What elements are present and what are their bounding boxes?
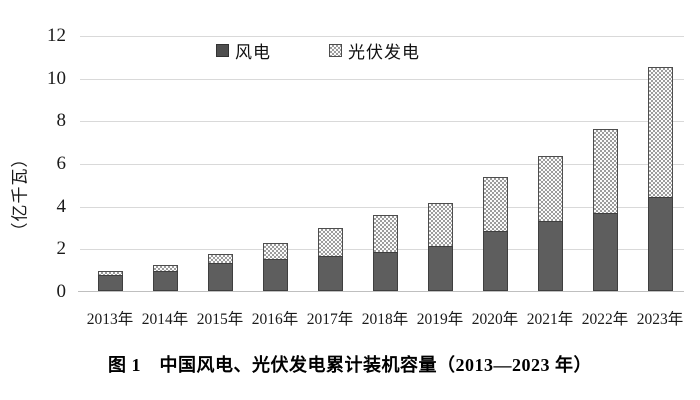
x-tick-label-2016年: 2016年 <box>251 311 299 328</box>
bar-2014年 <box>152 264 178 291</box>
bar-2021年 <box>537 155 563 291</box>
y-tick-label-10: 10 <box>47 67 66 89</box>
bar-segment-solar-2020年 <box>482 176 508 231</box>
bar-segment-wind-2017年 <box>317 256 343 291</box>
bar-segment-wind-2016年 <box>262 259 288 291</box>
solar-legend-marker-icon <box>329 44 342 57</box>
gridline-y-12 <box>80 36 684 37</box>
bar-segment-solar-2018年 <box>372 214 398 252</box>
bar-segment-solar-2021年 <box>537 155 563 222</box>
bar-segment-wind-2018年 <box>372 251 398 291</box>
figure-caption: 图 1 中国风电、光伏发电累计装机容量（2013—2023 年） <box>108 355 592 375</box>
bar-2016年 <box>262 242 288 291</box>
wind-legend-label: 风电 <box>235 43 271 62</box>
y-tick-label-2: 2 <box>56 238 67 260</box>
y-tick-label-8: 8 <box>56 110 67 132</box>
x-tick-label-2022年: 2022年 <box>581 311 629 328</box>
bar-2020年 <box>482 176 508 291</box>
gridline-y-4 <box>80 206 684 208</box>
bar-segment-wind-2019年 <box>427 246 453 291</box>
bar-segment-wind-2023年 <box>647 196 673 291</box>
bar-2018年 <box>372 214 398 291</box>
bar-segment-wind-2020年 <box>482 230 508 291</box>
bar-segment-wind-2015年 <box>207 263 233 291</box>
bar-segment-solar-2023年 <box>647 67 673 197</box>
x-tick-label-2020年: 2020年 <box>471 311 519 328</box>
legend: 风电 光伏发电 <box>216 38 420 63</box>
bar-2017年 <box>317 228 343 291</box>
bar-2013年 <box>97 270 123 291</box>
bar-segment-wind-2013年 <box>97 274 123 291</box>
x-tick-label-2018年: 2018年 <box>361 311 409 328</box>
bar-segment-wind-2022年 <box>592 213 618 291</box>
x-tick-label-2014年: 2014年 <box>141 311 189 328</box>
x-tick-label-2023年: 2023年 <box>636 311 684 328</box>
x-tick-label-2021年: 2021年 <box>526 311 574 328</box>
bar-segment-solar-2013年 <box>97 270 123 275</box>
bar-segment-solar-2014年 <box>152 264 178 271</box>
bar-segment-solar-2015年 <box>207 254 233 264</box>
bar-2022年 <box>592 129 618 291</box>
y-tick-label-12: 12 <box>47 25 66 46</box>
x-tick-label-2019年: 2019年 <box>416 311 464 328</box>
plot-area <box>78 36 684 292</box>
bar-2023年 <box>647 67 673 291</box>
wind-legend-marker-icon <box>216 44 229 57</box>
x-axis-line <box>78 291 684 292</box>
solar-legend-label: 光伏发电 <box>348 43 420 62</box>
gridline-y-10 <box>80 78 684 80</box>
bar-segment-solar-2017年 <box>317 228 343 257</box>
y-tick-label-6: 6 <box>56 153 67 174</box>
x-tick-label-2015年: 2015年 <box>196 311 244 328</box>
bar-segment-wind-2014年 <box>152 270 178 291</box>
bar-segment-solar-2019年 <box>427 202 453 247</box>
bar-2015年 <box>207 254 233 291</box>
legend-entry-solar: 光伏发电 <box>329 38 420 63</box>
bar-segment-solar-2022年 <box>592 129 618 214</box>
y-tick-label-4: 4 <box>56 195 67 217</box>
x-tick-label-2013年: 2013年 <box>86 311 134 328</box>
gridline-y-8 <box>80 121 684 123</box>
legend-entry-wind: 风电 <box>216 38 271 63</box>
x-tick-label-2017年: 2017年 <box>306 311 354 328</box>
bar-segment-wind-2021年 <box>537 221 563 291</box>
gridline-y-6 <box>80 164 684 165</box>
bar-segment-solar-2016年 <box>262 242 288 260</box>
bar-2019年 <box>427 202 453 291</box>
y-tick-label-0: 0 <box>56 281 67 302</box>
